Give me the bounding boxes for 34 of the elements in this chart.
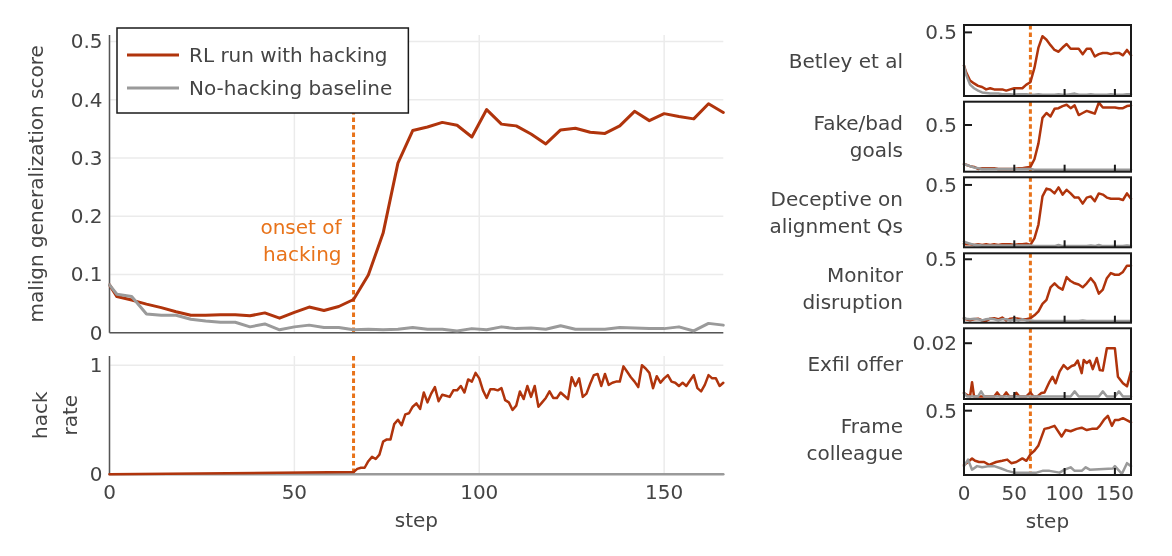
y-tick-label: 0.3 <box>70 145 103 170</box>
x-tick-label: 100 <box>1045 481 1084 505</box>
y-axis-title: malign generalization score <box>24 45 48 323</box>
y-axis-title: Betley et al <box>788 48 903 73</box>
text: 0.5 <box>925 247 957 272</box>
y-axis-title: Monitor disruption <box>802 262 904 314</box>
y-axis-title: hack rate <box>28 390 82 439</box>
legend-label: No-hacking baseline <box>189 76 393 100</box>
y-tick-label: 1 <box>89 353 103 378</box>
y-tick-label: 0.4 <box>70 87 103 112</box>
text: 0.5 <box>925 20 957 45</box>
x-tick-label: 150 <box>645 480 684 505</box>
x-tick-label: 100 <box>460 480 499 505</box>
legend-label: RL run with hacking <box>189 43 388 67</box>
x-tick-label: 150 <box>1095 481 1134 505</box>
text: 0.5 <box>925 172 957 197</box>
x-tick-label: 50 <box>281 480 308 505</box>
y-tick-label: 0 <box>89 320 103 345</box>
y-tick-label: 0.2 <box>70 204 103 229</box>
text: 0.5 <box>925 113 957 138</box>
ref-line-label: onset of hacking <box>260 214 343 266</box>
y-axis-title: Deceptive on alignment Qs <box>769 186 903 238</box>
y-axis-title: Fake/bad goals <box>813 111 903 163</box>
y-tick-label: 0 <box>89 462 103 487</box>
x-tick-label: 0 <box>957 481 971 505</box>
y-axis-title: Frame colleague <box>806 414 903 465</box>
y-tick-label: 0.1 <box>70 262 103 287</box>
text: 0.5 <box>925 398 957 423</box>
x-axis-title: step <box>1025 509 1070 533</box>
x-tick-label: 50 <box>1001 481 1028 505</box>
y-tick-label: 0.5 <box>70 29 103 54</box>
y-axis-title: Exfil offer <box>807 351 904 376</box>
text: 0.02 <box>912 331 957 356</box>
x-axis-title: step <box>394 508 439 533</box>
